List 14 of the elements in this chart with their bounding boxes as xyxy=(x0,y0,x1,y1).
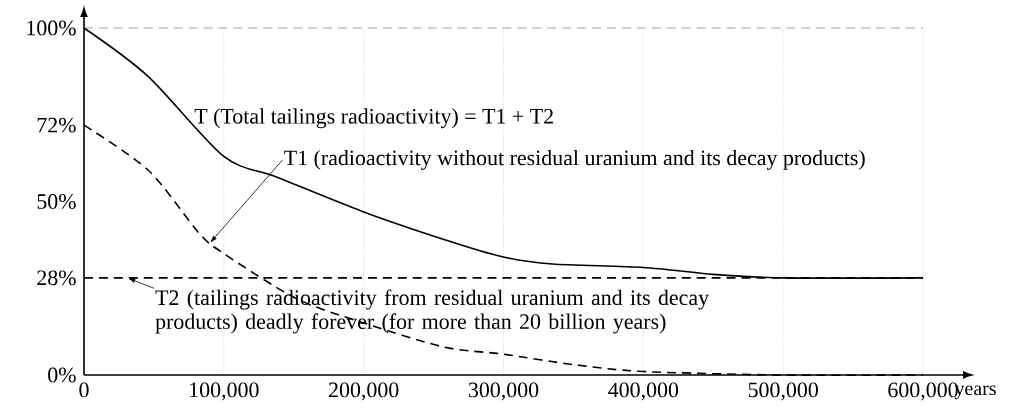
annotation: T (Total tailings radioactivity) = T1 + T2 xyxy=(194,108,553,129)
y-tick-label: 100% xyxy=(27,20,76,36)
x-tick-label: 200,000 xyxy=(329,382,399,401)
x-tick-label: 300,000 xyxy=(468,382,539,401)
x-tick-label: 500,000 xyxy=(748,382,818,401)
y-tick-label: 28% xyxy=(37,270,76,286)
x-tick-label: 400,000 xyxy=(608,382,679,401)
x-tick-label: 0 xyxy=(79,382,89,398)
y-tick-label: 72% xyxy=(37,117,76,133)
y-tick-label: 50% xyxy=(37,194,76,209)
annotation: T1 (radioactivity without residual uranium and its decay products) xyxy=(284,149,865,170)
y-tick-label: 0% xyxy=(48,367,76,383)
annotation: T2 (tailings radioactivity from residual uranium and its decay products) deadly forever (for more than 20 billion years) xyxy=(155,289,709,334)
x-tick-label: 100,000 xyxy=(190,382,259,401)
